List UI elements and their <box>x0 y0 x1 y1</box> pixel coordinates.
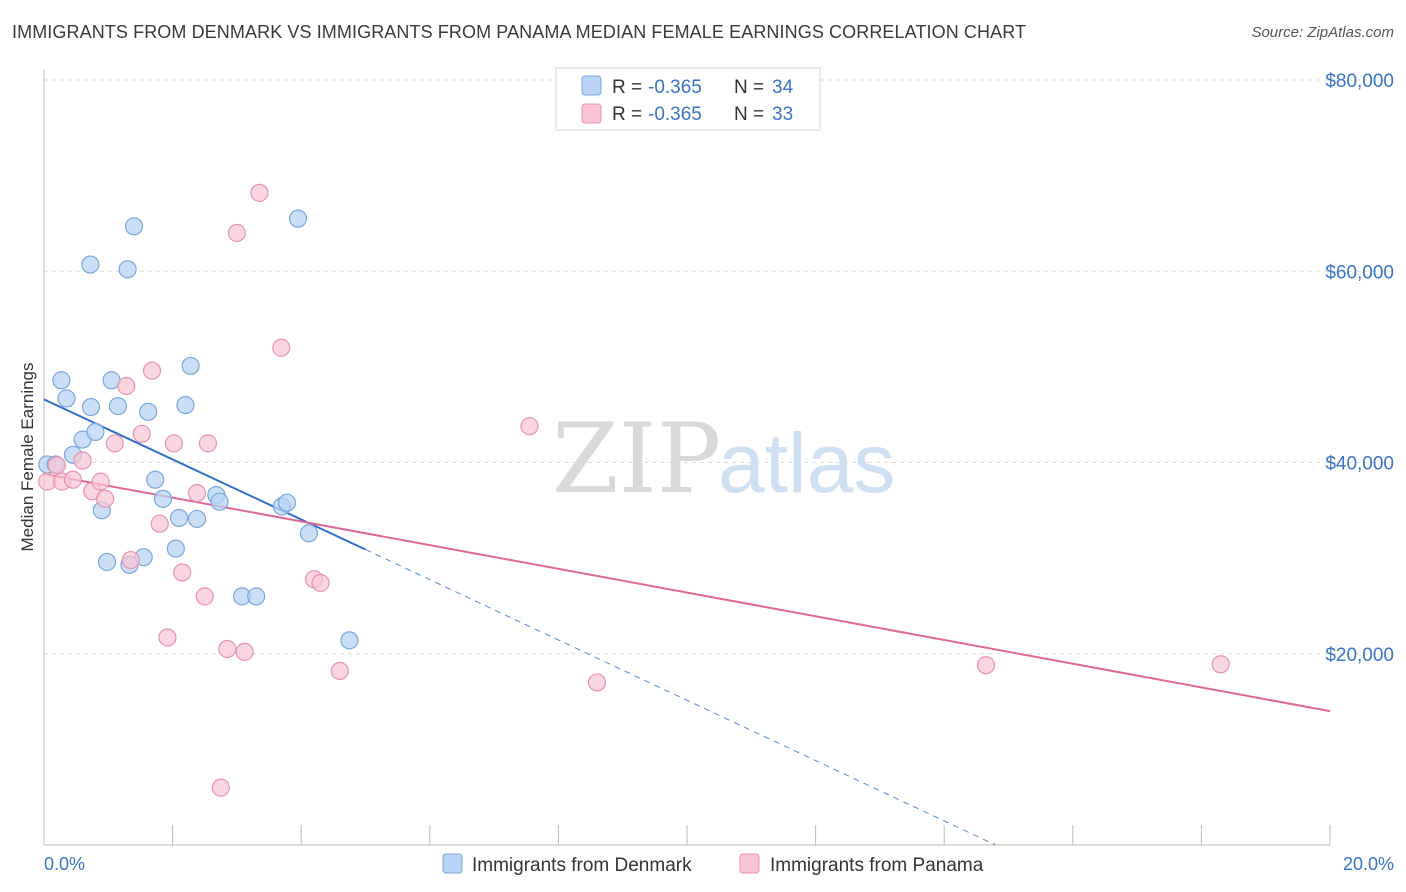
point-panama-25 <box>272 338 291 357</box>
point-denmark-30 <box>299 524 319 543</box>
chart-source: Source: ZipAtlas.com <box>1251 24 1394 41</box>
legend-r-label-denmark: R = <box>612 77 642 98</box>
bottom-legend-swatch-panama <box>739 853 760 874</box>
point-panama-1 <box>47 456 66 475</box>
bottom-legend: Immigrants from Denmark Immigrants from … <box>442 853 984 876</box>
point-panama-18 <box>195 587 214 606</box>
y-tick-label-1: $40,000 <box>1325 454 1394 475</box>
point-panama-24 <box>250 183 269 202</box>
watermark-atlas: atlas <box>718 416 895 510</box>
point-denmark-17 <box>153 489 173 508</box>
legend-r-value-denmark: -0.365 <box>648 77 702 98</box>
legend-box: R = -0.365 N = 34 R = -0.365 N = 33 <box>555 67 821 131</box>
point-denmark-1 <box>52 371 71 390</box>
point-denmark-6 <box>81 397 101 417</box>
legend-r-label-panama: R = <box>612 104 642 125</box>
point-panama-14 <box>158 628 177 647</box>
point-panama-32 <box>1211 655 1230 674</box>
y-axis-label: Median Female Earnings <box>18 363 37 552</box>
trendline-denmark <box>43 398 366 551</box>
point-panama-10 <box>121 550 140 570</box>
y-tick-labels: $20,000 $40,000 $60,000 $80,000 <box>1325 71 1394 666</box>
point-panama-20 <box>211 778 230 797</box>
point-denmark-5 <box>81 255 100 274</box>
point-denmark-15 <box>139 402 158 421</box>
point-denmark-29 <box>288 209 308 228</box>
point-denmark-26 <box>247 587 266 606</box>
legend-n-label-denmark: N = <box>734 77 764 98</box>
point-denmark-22 <box>187 509 207 529</box>
grid-lines <box>44 79 1394 655</box>
legend-swatch-denmark <box>581 75 602 96</box>
point-panama-16 <box>173 563 192 582</box>
points-panama <box>38 183 1230 797</box>
point-denmark-19 <box>169 508 189 528</box>
point-denmark-7 <box>86 422 105 441</box>
x-tick-label-min: 0.0% <box>44 854 85 874</box>
trendline-denmark-extension <box>365 549 996 846</box>
point-panama-9 <box>117 376 136 396</box>
bottom-legend-swatch-denmark <box>442 853 463 874</box>
point-denmark-21 <box>181 356 200 376</box>
point-denmark-11 <box>108 396 128 416</box>
bottom-legend-label-denmark: Immigrants from Denmark <box>472 855 692 876</box>
point-panama-21 <box>218 639 237 659</box>
legend-n-value-panama: 33 <box>772 104 793 125</box>
point-denmark-24 <box>210 492 229 511</box>
x-tick-label-max: 20.0% <box>1343 854 1394 874</box>
point-panama-11 <box>132 424 151 443</box>
point-panama-30 <box>587 673 607 692</box>
watermark-zip: ZIP <box>552 403 721 515</box>
legend-r-value-panama: -0.365 <box>648 104 702 125</box>
legend-n-value-denmark: 34 <box>772 77 794 98</box>
point-panama-22 <box>227 223 246 243</box>
x-axis-ticks <box>43 825 1331 845</box>
point-denmark-28 <box>277 493 297 512</box>
legend-n-label-panama: N = <box>734 104 764 125</box>
point-denmark-2 <box>57 389 76 408</box>
point-panama-4 <box>73 451 92 470</box>
point-panama-8 <box>105 434 124 453</box>
point-panama-31 <box>976 656 996 675</box>
bottom-legend-label-panama: Immigrants from Panama <box>770 855 984 876</box>
point-panama-17 <box>187 484 207 503</box>
chart-title: IMMIGRANTS FROM DENMARK VS IMMIGRANTS FR… <box>12 22 1027 42</box>
point-panama-3 <box>63 470 83 489</box>
y-tick-label-0: $20,000 <box>1325 645 1394 666</box>
point-denmark-13 <box>124 217 144 236</box>
point-panama-7 <box>95 489 115 508</box>
point-denmark-12 <box>118 260 137 279</box>
point-denmark-16 <box>146 470 165 489</box>
watermark: ZIP atlas <box>552 403 895 515</box>
point-panama-12 <box>142 361 162 380</box>
point-panama-23 <box>235 642 254 661</box>
point-panama-28 <box>330 661 349 681</box>
legend-swatch-panama <box>581 103 602 124</box>
trendline-panama <box>43 472 1331 713</box>
point-panama-29 <box>520 417 539 436</box>
point-panama-6 <box>91 472 110 491</box>
point-denmark-20 <box>176 396 195 415</box>
point-denmark-18 <box>166 539 185 558</box>
point-panama-27 <box>311 573 330 593</box>
point-denmark-31 <box>340 631 359 650</box>
y-tick-label-2: $60,000 <box>1325 262 1394 283</box>
point-denmark-9 <box>97 552 117 572</box>
point-panama-19 <box>198 434 218 453</box>
y-tick-label-3: $80,000 <box>1325 71 1394 92</box>
point-panama-13 <box>150 514 169 533</box>
point-panama-15 <box>164 434 183 453</box>
